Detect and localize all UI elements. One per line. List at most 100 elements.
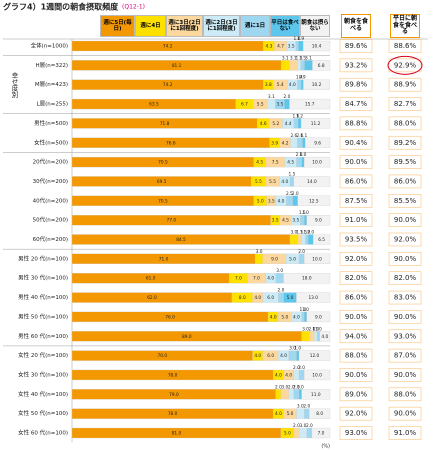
bar-segment bbox=[296, 350, 300, 361]
bar-segment bbox=[297, 118, 302, 129]
column-value: 88.0% bbox=[394, 390, 417, 398]
data-label: 7.5 bbox=[272, 160, 279, 166]
bar-segment bbox=[267, 98, 276, 110]
column-cell bbox=[388, 213, 422, 227]
bar-segment bbox=[304, 311, 307, 323]
data-label: 1.5 bbox=[289, 171, 296, 177]
category-label: 男性 40 代(n=100) bbox=[18, 293, 68, 301]
data-label: 8.0 bbox=[316, 411, 323, 417]
data-label: 2.0 bbox=[278, 288, 285, 294]
data-label: 71.8 bbox=[160, 121, 170, 127]
column-cell bbox=[388, 426, 422, 440]
data-label: 3.0 bbox=[299, 423, 306, 429]
column-value: 90.0% bbox=[394, 371, 417, 379]
column-cell bbox=[339, 174, 373, 189]
data-label: 69.5 bbox=[157, 179, 167, 185]
column-cell bbox=[388, 155, 422, 169]
column-value: 89.2% bbox=[394, 139, 417, 147]
data-label: 6.0 bbox=[267, 353, 274, 359]
legend-cell: 週に2日(3日に1回程度) bbox=[203, 15, 240, 37]
category-label: H層(n=322) bbox=[35, 62, 68, 69]
data-label: 6.5 bbox=[318, 237, 325, 243]
data-label: 4.6 bbox=[260, 121, 267, 127]
data-label: 78.0 bbox=[168, 411, 178, 417]
column-cell bbox=[339, 194, 373, 208]
data-label: 10.0 bbox=[312, 256, 322, 262]
column-cell bbox=[388, 174, 422, 189]
data-label: 76.6 bbox=[166, 140, 176, 146]
bar-segment bbox=[301, 156, 305, 168]
bar-segment bbox=[319, 331, 331, 342]
bar-segment bbox=[304, 408, 310, 419]
column-value: 92.0% bbox=[394, 236, 417, 244]
bar-segment bbox=[307, 234, 314, 245]
bar-segment bbox=[280, 389, 289, 400]
data-label: 78.0 bbox=[168, 372, 178, 378]
bar-segment bbox=[309, 331, 315, 342]
bar-segment bbox=[281, 60, 290, 71]
column-cell bbox=[339, 116, 373, 131]
data-label: 5.4 bbox=[277, 82, 284, 88]
data-label: 2.0 bbox=[293, 384, 300, 390]
column-cell bbox=[339, 406, 373, 421]
data-label: 11.0 bbox=[311, 392, 321, 398]
category-label: 全体(n=1000) bbox=[31, 42, 68, 50]
legend-cell: 週に5日(毎日) bbox=[100, 15, 135, 37]
highlight-circle bbox=[387, 55, 423, 75]
column-cell bbox=[388, 252, 422, 266]
column-value: 87.5% bbox=[345, 197, 368, 205]
data-label: 70.0 bbox=[158, 353, 168, 359]
bar-segment bbox=[297, 234, 302, 245]
data-label: 5.5 bbox=[269, 179, 276, 185]
bar-segment bbox=[283, 273, 331, 284]
category-label: 女性 40 代(n=100) bbox=[18, 390, 68, 398]
data-label: 9.0 bbox=[315, 314, 322, 320]
bar-segment bbox=[298, 253, 305, 265]
data-label: 74.2 bbox=[163, 82, 173, 88]
column-cell bbox=[388, 290, 422, 305]
column-header: 朝食を食べる bbox=[341, 14, 371, 38]
column-value: 86.0% bbox=[394, 177, 417, 185]
data-label: 3.0 bbox=[281, 384, 288, 390]
bar-segment bbox=[284, 98, 290, 110]
data-label: 5.5 bbox=[255, 179, 262, 185]
data-label: 5.5 bbox=[257, 102, 264, 108]
column-cell bbox=[388, 406, 422, 421]
data-label: 4.0 bbox=[321, 334, 328, 340]
data-label: 2.0 bbox=[309, 326, 316, 332]
data-label: 5.0 bbox=[284, 431, 291, 437]
bar-segment bbox=[312, 60, 331, 71]
column-cell bbox=[339, 252, 373, 266]
data-label: 12.0 bbox=[310, 353, 320, 359]
data-label: 2.0 bbox=[307, 230, 314, 236]
bar-segment bbox=[293, 427, 300, 439]
legend-cell: 平日は食べない bbox=[270, 15, 300, 37]
column-value: 93.0% bbox=[345, 429, 368, 437]
column-value: 86.0% bbox=[345, 294, 368, 302]
data-label: 2.0 bbox=[306, 423, 313, 429]
data-label: 3.0 bbox=[297, 404, 304, 410]
bar-segment bbox=[289, 176, 295, 187]
data-label: 81.1 bbox=[172, 63, 182, 69]
data-label: 4.0 bbox=[275, 372, 282, 378]
column-value: 92.9% bbox=[394, 61, 417, 69]
legend-cell: 週に4日 bbox=[135, 15, 166, 37]
column-cell bbox=[388, 271, 422, 286]
data-label: 0.9 bbox=[299, 75, 306, 81]
column-value: 88.0% bbox=[394, 119, 417, 127]
data-label: 1.0 bbox=[294, 346, 301, 352]
data-label: 1.0 bbox=[297, 384, 304, 390]
data-label: 18.0 bbox=[302, 276, 312, 282]
data-label: 4.0 bbox=[254, 295, 261, 301]
data-label: 1.0 bbox=[299, 307, 306, 313]
data-label: 7.0 bbox=[235, 276, 242, 282]
bar-segment bbox=[298, 369, 305, 381]
category-label: 女性 20 代(n=100) bbox=[18, 351, 68, 359]
bar-segment bbox=[304, 369, 331, 381]
column-value: 82.0% bbox=[345, 274, 368, 282]
data-label: 9.0 bbox=[271, 256, 278, 262]
column-cell bbox=[339, 271, 373, 286]
bar-segment bbox=[316, 331, 320, 342]
column-value: 92.0% bbox=[345, 410, 368, 418]
